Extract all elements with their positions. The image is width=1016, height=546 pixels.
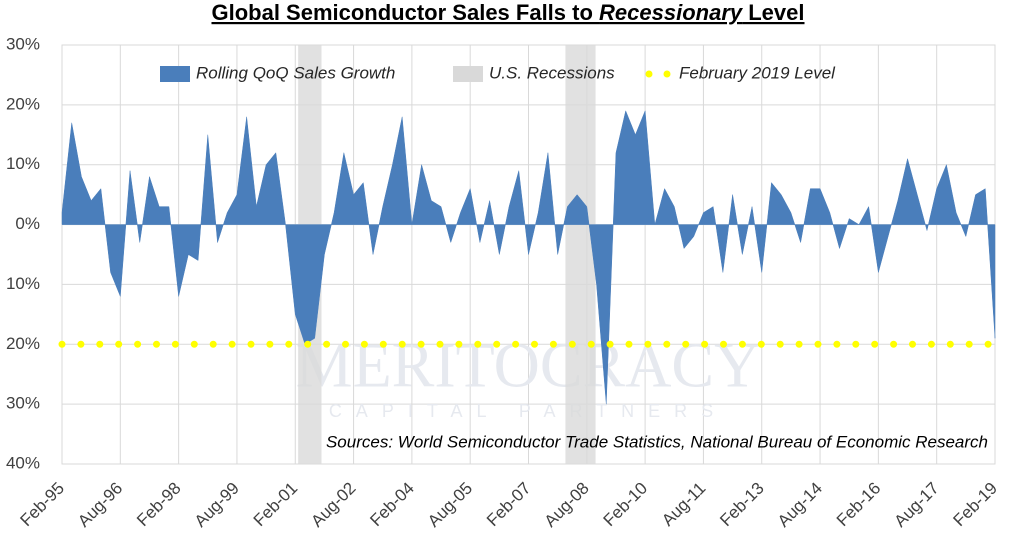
x-tick-label: Aug-11 [658,479,709,530]
y-tick-label: 30% [6,394,40,413]
x-tick-label: Aug-08 [541,479,593,531]
x-tick-label: Aug-17 [890,479,942,531]
legend-swatch [663,70,671,78]
x-tick-label: Aug-96 [74,479,126,531]
x-tick-label: Aug-14 [774,479,826,531]
x-tick-label: Feb-01 [250,479,302,531]
y-tick-label: 30% [6,34,40,53]
area [61,110,996,405]
legend-swatch [160,66,190,82]
x-tick-label: Feb-13 [716,479,768,531]
watermark: CAPITAL PARTNERS [329,401,727,421]
y-tick-label: 0% [15,214,40,233]
x-tick-label: Feb-98 [133,479,185,531]
x-tick-label: Feb-19 [949,479,1001,531]
title-part: Global Semiconductor Sales Falls to [211,0,599,25]
x-tick-label: Feb-07 [483,479,535,531]
x-tick-label: Feb-10 [600,479,652,531]
y-tick-label: 10% [6,154,40,173]
x-tick-label: Aug-05 [424,479,476,531]
recession-band [565,45,596,464]
annotation: Sources: World Semiconductor Trade Stati… [326,432,988,451]
legend-label: Rolling QoQ Sales Growth [196,63,395,82]
chart-title: Global Semiconductor Sales Falls to Rece… [211,0,804,25]
x-tick-label: Aug-02 [307,479,359,531]
x-tick-label: Feb-04 [366,479,418,531]
y-tick-label: 10% [6,274,40,293]
y-tick-label: 40% [6,453,40,472]
legend-label: February 2019 Level [679,63,836,82]
legend-swatch [453,66,483,82]
legend-swatch [645,70,653,78]
title-part: Level [742,0,804,25]
y-tick-label: 20% [6,94,40,113]
y-tick-label: 20% [6,334,40,353]
x-tick-label: Aug-99 [191,479,243,531]
x-tick-label: Feb-95 [16,479,68,531]
x-tick-label: Feb-16 [833,479,885,531]
legend-label: U.S. Recessions [489,63,615,82]
title-part: Recessionary [599,0,744,25]
watermark: MERITOCRACY [296,330,761,401]
